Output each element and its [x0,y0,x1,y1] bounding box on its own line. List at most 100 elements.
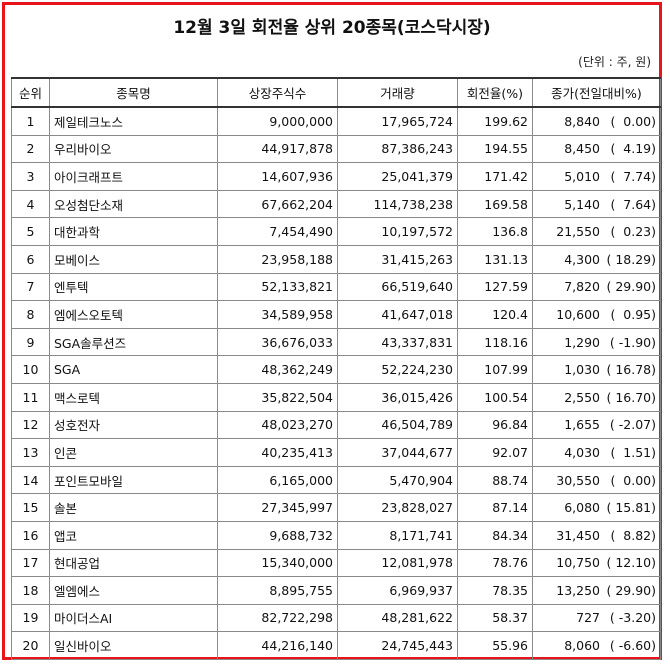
listed-shares-cell: 44,917,878 [217,134,338,164]
rank-cell: 9 [11,327,50,357]
listed-shares-cell: 40,235,413 [217,438,338,467]
stock-name-cell: 아이크래프트 [49,162,218,191]
closing-price-cell: 31,450 ( 8.82) [532,520,661,550]
table-row: 12 성호전자 48,023,270 46,504,789 96.84 1,655 ( -2… [11,410,661,440]
rank-cell: 1 [11,106,50,136]
table-row: 2 우리바이오 44,917,878 87,386,243 194.55 8,450 ( 4… [11,134,661,164]
closing-price-value: 4,300 [564,251,600,267]
closing-price-cell: 4,030 ( 1.51) [532,438,661,467]
closing-price-value: 31,450 [556,527,600,543]
closing-price-value: 10,750 [556,555,600,571]
rank-cell: 11 [11,382,50,412]
listed-shares-cell: 9,688,732 [217,520,338,550]
volume-cell: 43,337,831 [337,327,458,357]
stock-name-cell: 맥스로텍 [49,382,218,412]
listed-shares-cell: 23,958,188 [217,244,338,274]
price-change-value: ( -6.60) [609,638,656,654]
stock-name-cell: 솔본 [49,493,218,522]
header-turnover: 회전율(%) [457,77,533,108]
closing-price-cell: 1,290 ( -1.90) [532,327,661,357]
listed-shares-cell: 8,895,755 [217,576,338,605]
closing-price-cell: 6,080 ( 15.81) [532,493,661,522]
stock-name-cell: 마이더스AI [49,603,218,633]
volume-cell: 10,197,572 [337,217,458,246]
volume-cell: 31,415,263 [337,244,458,274]
closing-price-value: 8,060 [564,638,600,654]
listed-shares-cell: 7,454,490 [217,217,338,246]
stock-name-cell: 모베이스 [49,244,218,274]
price-change-value: ( 0.00) [610,113,656,129]
table-row: 5 대한과학 7,454,490 10,197,572 136.8 21,550 ( 0.2… [11,217,661,246]
rank-cell: 8 [11,300,50,329]
volume-cell: 48,281,622 [337,603,458,633]
closing-price-value: 8,450 [564,141,600,157]
turnover-cell: 100.54 [457,382,533,412]
closing-price-cell: 21,550 ( 0.23) [532,217,661,246]
closing-price-cell: 5,140 ( 7.64) [532,189,661,219]
closing-price-value: 21,550 [556,224,600,240]
report-frame: 12월 3일 회전율 상위 20종목(코스닥시장) (단위 : 주, 원) 순위… [2,2,662,660]
stock-name-cell: SGA [49,355,218,384]
table-row: 3 아이크래프트 14,607,936 25,041,379 171.42 5,010 ( … [11,162,661,191]
closing-price-value: 30,550 [556,472,600,488]
turnover-cell: 194.55 [457,134,533,164]
rank-cell: 10 [11,355,50,384]
rank-cell: 4 [11,189,50,219]
volume-cell: 66,519,640 [337,272,458,302]
closing-price-cell: 5,010 ( 7.74) [532,162,661,191]
turnover-cell: 96.84 [457,410,533,440]
turnover-cell: 127.59 [457,272,533,302]
table-row: 10 SGA 48,362,249 52,224,230 107.99 1,030 ( 16… [11,355,661,384]
volume-cell: 87,386,243 [337,134,458,164]
rank-cell: 19 [11,603,50,633]
table-row: 15 솔본 27,345,997 23,828,027 87.14 6,080 ( 15.8… [11,493,661,522]
rank-cell: 13 [11,438,50,467]
rank-cell: 2 [11,134,50,164]
price-change-value: ( 29.90) [606,279,656,295]
price-change-value: ( 0.00) [610,472,656,488]
closing-price-value: 13,250 [556,582,600,598]
price-change-value: ( 16.78) [606,362,656,378]
table-body: 1 제일테크노스 9,000,000 17,965,724 199.62 8,840 ( 0… [11,106,661,660]
closing-price-value: 4,030 [564,444,600,460]
turnover-cell: 92.07 [457,438,533,467]
listed-shares-cell: 48,023,270 [217,410,338,440]
table-row: 13 인콘 40,235,413 37,044,677 92.07 4,030 ( 1.51… [11,438,661,467]
table-row: 1 제일테크노스 9,000,000 17,965,724 199.62 8,840 ( 0… [11,106,661,136]
closing-price-cell: 8,450 ( 4.19) [532,134,661,164]
turnover-cell: 55.96 [457,631,533,660]
stock-name-cell: 우리바이오 [49,134,218,164]
closing-price-cell: 1,030 ( 16.78) [532,355,661,384]
closing-price-value: 1,290 [564,334,600,350]
rank-cell: 5 [11,217,50,246]
listed-shares-cell: 27,345,997 [217,493,338,522]
listed-shares-cell: 35,822,504 [217,382,338,412]
price-change-value: ( 7.64) [610,196,656,212]
listed-shares-cell: 82,722,298 [217,603,338,633]
unit-note: (단위 : 주, 원) [578,55,651,69]
closing-price-value: 10,600 [556,306,600,322]
table-header-row: 순위 종목명 상장주식수 거래량 회전율(%) 종가(전일대비%) [11,77,661,108]
rank-cell: 3 [11,162,50,191]
table-row: 7 엔투텍 52,133,821 66,519,640 127.59 7,820 ( 29.… [11,272,661,302]
header-closing-price: 종가(전일대비%) [532,77,661,108]
stock-name-cell: 포인트모바일 [49,465,218,495]
rank-cell: 20 [11,631,50,660]
table-row: 16 앱코 9,688,732 8,171,741 84.34 31,450 ( 8.82) [11,520,661,550]
table-row: 9 SGA솔루션즈 36,676,033 43,337,831 118.16 1,290 (… [11,327,661,357]
turnover-cell: 118.16 [457,327,533,357]
price-change-value: ( 4.19) [610,141,656,157]
stock-name-cell: 오성첨단소재 [49,189,218,219]
listed-shares-cell: 44,216,140 [217,631,338,660]
table-row: 8 엠에스오토텍 34,589,958 41,647,018 120.4 10,600 ( … [11,300,661,329]
turnover-table: 순위 종목명 상장주식수 거래량 회전율(%) 종가(전일대비%) 1 제일테크노… [11,77,661,660]
rank-cell: 18 [11,576,50,605]
closing-price-cell: 10,600 ( 0.95) [532,300,661,329]
listed-shares-cell: 9,000,000 [217,106,338,136]
turnover-cell: 136.8 [457,217,533,246]
turnover-cell: 131.13 [457,244,533,274]
volume-cell: 23,828,027 [337,493,458,522]
rank-cell: 6 [11,244,50,274]
turnover-cell: 171.42 [457,162,533,191]
rank-cell: 15 [11,493,50,522]
